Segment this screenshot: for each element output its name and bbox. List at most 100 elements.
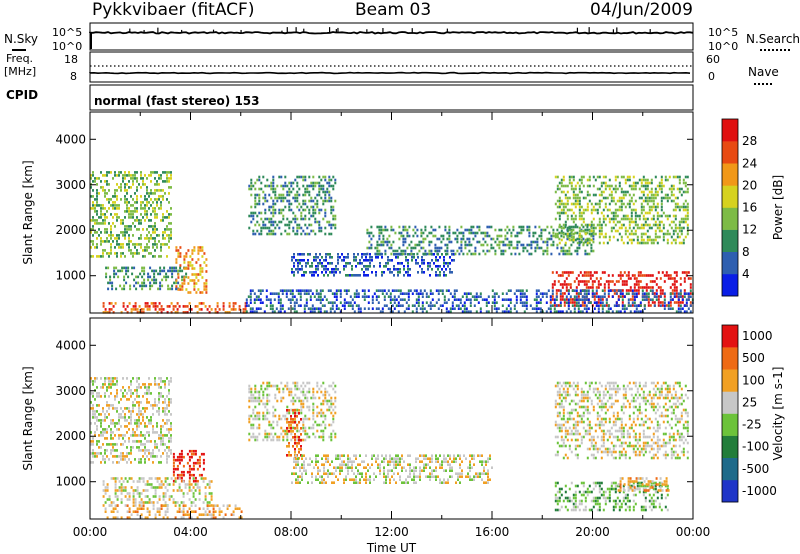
velocity-cell <box>92 392 94 395</box>
power-cell <box>113 272 116 276</box>
power-cell <box>453 307 456 310</box>
power-cell <box>132 216 134 219</box>
power-cell <box>412 228 415 232</box>
power-cell <box>291 292 294 295</box>
power-cell <box>258 202 261 206</box>
power-cell <box>168 246 170 249</box>
velocity-cell <box>94 452 96 455</box>
power-cell <box>519 301 522 304</box>
power-cell <box>686 187 689 191</box>
power-cell <box>540 237 543 241</box>
power-cell <box>175 246 178 249</box>
power-cell <box>582 175 585 179</box>
power-cell <box>410 246 413 250</box>
power-cell <box>96 201 98 204</box>
power-cell <box>646 184 649 188</box>
power-cell <box>126 204 128 207</box>
power-cell <box>634 187 637 191</box>
power-cell <box>663 274 666 277</box>
power-cell <box>258 193 261 197</box>
power-cell <box>195 282 198 285</box>
power-cell <box>611 310 614 313</box>
power-cell <box>639 304 642 307</box>
power-cell <box>579 289 582 292</box>
velocity-cell <box>190 504 193 507</box>
power-cell <box>676 226 679 230</box>
power-cell <box>306 226 309 230</box>
velocity-cell <box>102 443 104 446</box>
power-cell <box>302 184 305 188</box>
power-cell <box>242 308 245 311</box>
velocity-cell <box>164 501 167 504</box>
power-cell <box>437 268 439 271</box>
power-cell <box>260 232 263 236</box>
velocity-cell <box>252 423 255 427</box>
power-cell <box>679 304 682 307</box>
power-cell <box>674 175 677 179</box>
velocity-cell <box>178 461 181 465</box>
velocity-cell <box>188 489 191 492</box>
velocity-cell <box>96 404 98 407</box>
power-cell <box>158 302 161 305</box>
power-cell <box>520 243 523 247</box>
velocity-cell <box>104 486 107 489</box>
power-cell <box>640 208 643 212</box>
power-cell <box>474 249 477 253</box>
power-cell <box>318 184 321 188</box>
velocity-cell <box>132 434 134 437</box>
velocity-cell <box>132 410 134 413</box>
power-cell <box>600 193 603 197</box>
power-cell <box>389 259 391 262</box>
velocity-cell <box>146 407 148 410</box>
power-cell <box>674 202 677 206</box>
velocity-cell <box>106 437 108 440</box>
power-cell <box>651 292 654 295</box>
power-cell <box>403 274 405 277</box>
velocity-cell <box>100 395 102 398</box>
power-cell <box>460 246 463 250</box>
velocity-cell <box>194 489 197 492</box>
power-cell <box>430 225 433 229</box>
power-cell <box>154 177 156 180</box>
power-cell <box>345 256 347 259</box>
power-cell <box>440 234 443 238</box>
power-cell <box>654 220 657 224</box>
velocity-cell <box>118 413 120 416</box>
power-cell <box>357 292 360 295</box>
power-cell <box>615 304 618 307</box>
velocity-cell <box>162 425 164 428</box>
power-cell <box>574 184 577 188</box>
power-cell <box>381 310 384 313</box>
velocity-cell <box>166 452 168 455</box>
power-cell <box>607 292 610 295</box>
power-cell <box>453 289 456 292</box>
power-cell <box>541 310 544 313</box>
power-cell <box>302 229 305 233</box>
power-cell <box>535 310 538 313</box>
power-cell <box>553 283 556 286</box>
power-cell <box>96 231 98 234</box>
power-cell <box>333 301 336 304</box>
power-cell <box>190 308 193 311</box>
velocity-cell <box>158 395 160 398</box>
velocity-cell <box>168 401 170 404</box>
velocity-cell <box>190 516 193 519</box>
power-cell <box>570 214 573 218</box>
power-cell <box>266 226 269 230</box>
velocity-cell <box>252 411 255 415</box>
power-cell <box>525 298 528 301</box>
power-cell <box>462 231 465 235</box>
power-cell <box>588 184 591 188</box>
power-cell <box>557 289 560 292</box>
power-cell <box>326 190 329 194</box>
power-cell <box>433 262 435 265</box>
power-cell <box>108 189 110 192</box>
power-cell <box>535 301 538 304</box>
power-cell <box>447 298 450 301</box>
power-cell <box>268 232 271 236</box>
power-cell <box>637 286 640 289</box>
power-cell <box>92 207 94 210</box>
power-cell <box>300 205 303 209</box>
velocity-cell <box>120 443 122 446</box>
power-cell <box>563 283 566 286</box>
